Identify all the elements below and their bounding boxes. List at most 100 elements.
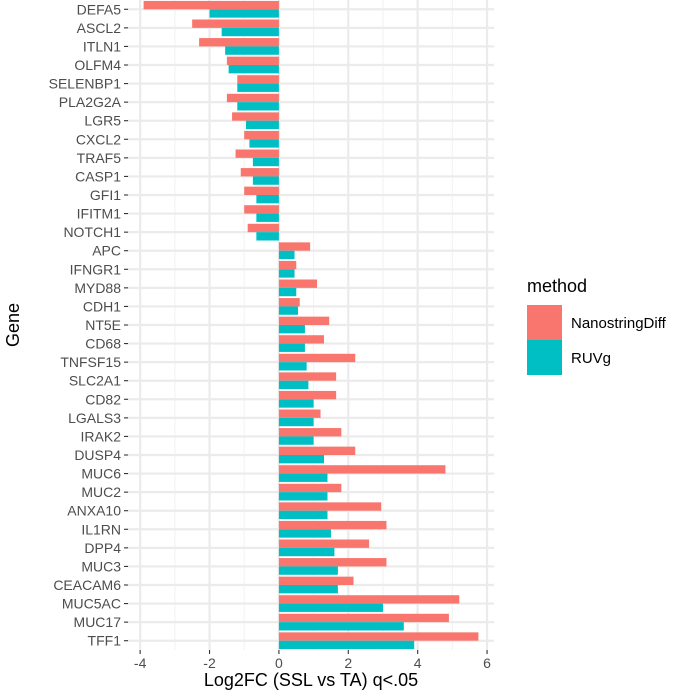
bar-nanostringdiff-notch1: [247, 223, 279, 233]
y-tick-label: CXCL2: [76, 131, 121, 147]
x-tick-label: -4: [134, 655, 147, 671]
bar-nanostringdiff-gfi1: [244, 186, 279, 195]
bar-ruvg-traf5: [252, 157, 279, 167]
bar-ruvg-ifitm1: [256, 213, 279, 222]
bar-nanostringdiff-anxa10: [278, 502, 382, 511]
y-axis-title: Gene: [3, 303, 23, 347]
y-tick-label: APC: [92, 243, 121, 259]
bar-ruvg-ascl2: [221, 27, 279, 37]
bar-nanostringdiff-myd88: [278, 279, 318, 288]
bar-ruvg-notch1: [256, 232, 279, 241]
bar-nanostringdiff-dpp4: [278, 539, 370, 548]
y-tick-label: TFF1: [88, 633, 122, 649]
bar-nanostringdiff-apc: [278, 242, 311, 251]
y-axis-ticks: DEFA5 ASCL2 ITLN1 OLFM4 SELENBP1 PLA2G2A LGR5 C…: [49, 1, 128, 649]
y-tick-label: SLC2A1: [69, 373, 121, 389]
y-tick-label: CASP1: [75, 168, 121, 184]
bar-ruvg-lgals3: [278, 417, 314, 427]
y-tick-label: CEACAM6: [53, 577, 121, 593]
y-tick-label: ITLN1: [83, 38, 121, 54]
bar-ruvg-pla2g2a: [237, 102, 279, 111]
bar-ruvg-olfm4: [228, 65, 279, 74]
bar-ruvg-apc: [278, 250, 295, 260]
bar-ruvg-irak2: [278, 436, 314, 445]
y-tick-label: CDH1: [83, 298, 121, 314]
bar-nanostringdiff-casp1: [240, 168, 279, 177]
bar-nanostringdiff-lgr5: [232, 112, 279, 121]
legend-label-ruvg: RUVg: [571, 350, 611, 367]
y-tick-label: MUC6: [81, 466, 121, 482]
bar-nanostringdiff-itln1: [199, 38, 279, 47]
x-axis-ticks: -4 -2 0 2 4 6: [134, 650, 491, 671]
bar-nanostringdiff-irak2: [278, 428, 342, 437]
x-tick-label: -2: [203, 655, 216, 671]
bar-nanostringdiff-dusp4: [278, 446, 356, 455]
bar-nanostringdiff-cd82: [278, 390, 337, 400]
bar-nanostringdiff-tnfsf15: [278, 353, 356, 363]
legend-key-nanostringdiff: [527, 305, 562, 340]
y-tick-label: DEFA5: [77, 1, 122, 17]
legend-label-nanostringdiff: NanostringDiff: [571, 315, 667, 332]
bar-ruvg-muc6: [278, 473, 328, 482]
bar-nanostringdiff-il1rn: [278, 520, 387, 530]
x-tick-label: 2: [344, 655, 352, 671]
legend-key-ruvg: [527, 340, 562, 375]
bar-nanostringdiff-muc6: [278, 465, 446, 474]
bar-ruvg-nt5e: [278, 325, 305, 334]
bar-nanostringdiff-cdh1: [278, 298, 300, 307]
bar-nanostringdiff-traf5: [235, 149, 279, 158]
y-tick-label: LGALS3: [68, 410, 121, 426]
bar-ruvg-gfi1: [256, 195, 279, 204]
y-tick-label: LGR5: [84, 113, 121, 129]
bar-ruvg-casp1: [252, 176, 279, 185]
bar-ruvg-muc3: [278, 566, 338, 575]
bar-nanostringdiff-muc5ac: [278, 595, 460, 604]
bar-nanostringdiff-muc2: [278, 483, 342, 493]
bar-nanostringdiff-selenbp1: [237, 75, 279, 84]
bar-ruvg-il1rn: [278, 529, 331, 538]
y-tick-label: PLA2G2A: [59, 94, 122, 110]
bar-ruvg-itln1: [225, 46, 279, 55]
y-tick-label: GFI1: [90, 187, 121, 203]
bar-ruvg-myd88: [278, 287, 297, 297]
bar-nanostringdiff-olfm4: [226, 56, 279, 65]
bar-nanostringdiff-cd68: [278, 335, 325, 344]
y-tick-label: IFNGR1: [70, 261, 122, 277]
y-tick-label: OLFM4: [74, 57, 121, 73]
bar-nanostringdiff-ceacam6: [278, 576, 354, 585]
bar-ruvg-muc17: [278, 622, 404, 631]
y-tick-label: IFITM1: [77, 206, 122, 222]
y-tick-label: TRAF5: [77, 150, 122, 166]
bar-nanostringdiff-slc2a1: [278, 372, 337, 381]
bar-nanostringdiff-ifitm1: [244, 205, 279, 214]
y-tick-label: MYD88: [74, 280, 121, 296]
y-tick-label: ASCL2: [77, 20, 122, 36]
y-tick-label: MUC3: [81, 558, 121, 574]
bar-ruvg-cd68: [278, 343, 305, 352]
bar-ruvg-selenbp1: [237, 83, 279, 92]
bar-ruvg-cd82: [278, 399, 314, 408]
bar-nanostringdiff-muc17: [278, 613, 449, 623]
bar-ruvg-muc5ac: [278, 603, 383, 612]
y-tick-label: CD68: [85, 336, 121, 352]
bar-ruvg-ifngr1: [278, 269, 295, 278]
bars: [143, 0, 479, 650]
bar-nanostringdiff-ifngr1: [278, 260, 297, 270]
bar-ruvg-tnfsf15: [278, 362, 307, 371]
y-tick-label: NOTCH1: [63, 224, 121, 240]
bar-ruvg-cxcl2: [249, 139, 279, 148]
x-tick-label: 6: [483, 655, 491, 671]
bar-ruvg-lgr5: [245, 120, 279, 130]
bar-nanostringdiff-nt5e: [278, 316, 330, 325]
legend: method NanostringDiff RUVg: [527, 276, 667, 375]
y-tick-label: SELENBP1: [49, 76, 122, 92]
y-tick-label: TNFSF15: [60, 354, 121, 370]
y-tick-label: IL1RN: [81, 521, 121, 537]
bar-ruvg-muc2: [278, 492, 328, 501]
bar-nanostringdiff-lgals3: [278, 409, 321, 418]
bar-ruvg-tff1: [278, 640, 415, 650]
y-tick-label: DPP4: [84, 540, 121, 556]
y-tick-label: MUC5AC: [62, 596, 121, 612]
bar-ruvg-dpp4: [278, 547, 335, 557]
